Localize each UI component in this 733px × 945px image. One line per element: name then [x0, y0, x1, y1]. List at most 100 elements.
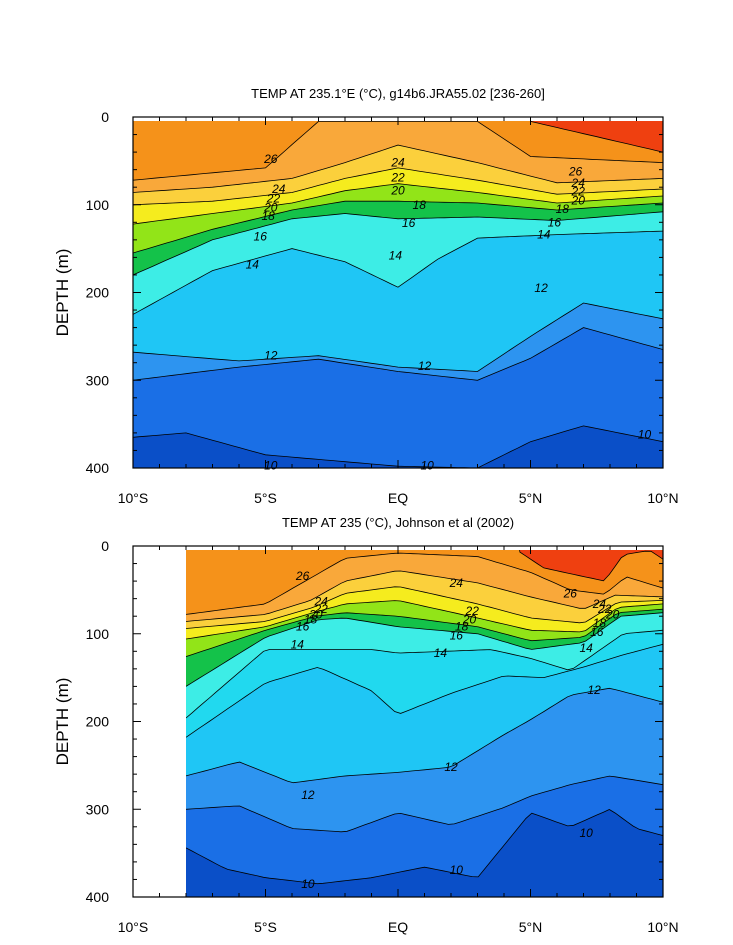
isotherm-16: [186, 612, 663, 687]
contour-label: 18: [413, 198, 427, 212]
contour-lines: [186, 550, 663, 885]
contour-label: 14: [537, 228, 551, 242]
contour-label: 10: [579, 826, 593, 840]
contour-label: 20: [571, 193, 586, 207]
contour-label: 16: [450, 629, 464, 643]
isotherm-11: [133, 327, 663, 381]
top-panel-title: TEMP AT 235.1°E (°C), g14b6.JRA55.02 [23…: [251, 86, 545, 101]
contour-label: 14: [434, 646, 448, 660]
x-tick-label: EQ: [388, 919, 408, 935]
contour-label: 10: [638, 428, 652, 442]
isotherm-20: [133, 183, 663, 225]
contour-label: 26: [263, 152, 278, 166]
contour-label: 26: [295, 569, 310, 583]
contour-label: 22: [266, 192, 281, 206]
x-tick-label: 5°N: [519, 919, 543, 935]
contour-fills: [186, 550, 663, 897]
contour-label: 20: [462, 613, 477, 627]
x-tick-label: 10°S: [118, 490, 149, 506]
contour-label: 14: [579, 641, 593, 655]
x-tick-label: 5°S: [254, 490, 277, 506]
isotherm-24: [186, 570, 663, 622]
contour-label: 24: [271, 182, 286, 196]
isotherm-18: [133, 200, 663, 254]
contour-label: 10: [301, 877, 315, 891]
contour-label: 14: [246, 257, 260, 271]
contour-labels: 2624222018161424222018161426242220181614…: [291, 569, 620, 891]
contour-label: 14: [389, 249, 403, 263]
y-tick-label: 200: [86, 285, 110, 301]
isotherm-27: [519, 550, 663, 582]
y-tick-label: 100: [86, 626, 110, 642]
contour-label: 24: [571, 176, 586, 190]
contour-label: 24: [449, 576, 464, 590]
contour-label: 22: [465, 604, 480, 618]
contour-label: 12: [301, 788, 315, 802]
isotherm-12: [186, 687, 663, 784]
y-axis: 0 100 200 300 400 DEPTH (m): [53, 538, 663, 905]
contour-label: 12: [418, 359, 432, 373]
x-tick-label: 10°S: [118, 919, 149, 935]
contour-label: 18: [556, 202, 570, 216]
contour-lines: [133, 121, 663, 468]
contour-label: 12: [444, 760, 458, 774]
isotherm-13: [186, 643, 663, 738]
contour-label: 16: [548, 215, 562, 229]
isotherm-14: [186, 629, 663, 719]
y-tick-label: 200: [86, 714, 110, 730]
temperature-band-27: [519, 550, 663, 581]
x-tick-label: 5°N: [519, 490, 543, 506]
isotherm-26: [186, 552, 663, 615]
contour-label: 20: [605, 607, 620, 621]
contour-label: 10: [264, 458, 278, 472]
x-tick-label: 5°S: [254, 919, 277, 935]
y-tick-label: 0: [101, 109, 109, 125]
y-tick-label: 400: [86, 889, 110, 905]
contour-label: 24: [390, 156, 405, 170]
contour-label: 10: [420, 458, 434, 472]
temperature-band-26: [133, 121, 663, 181]
y-tick-label: 400: [86, 460, 110, 476]
contour-label: 18: [455, 620, 469, 634]
contour-label: 24: [592, 597, 607, 611]
bottom-contour-panel: TEMP AT 235 (°C), Johnson et al (2002) 2…: [53, 515, 679, 935]
isotherm-27: [530, 121, 663, 153]
x-tick-label: 10°N: [647, 490, 678, 506]
contour-label: 10: [450, 863, 464, 877]
y-axis-label: DEPTH (m): [53, 678, 72, 766]
contour-label: 12: [534, 281, 548, 295]
isotherm-12: [133, 302, 663, 372]
y-axis-label: DEPTH (m): [53, 249, 72, 337]
isotherm-14: [133, 230, 663, 315]
x-tick-label: 10°N: [647, 919, 678, 935]
y-tick-label: 300: [86, 801, 110, 817]
contour-label: 22: [313, 602, 328, 616]
isotherm-10: [186, 809, 663, 885]
contour-label: 16: [296, 620, 310, 634]
isotherm-18: [186, 608, 663, 657]
contour-label: 22: [390, 171, 405, 185]
contour-label: 26: [563, 586, 578, 600]
isotherm-16: [133, 211, 663, 276]
contour-fills: [133, 121, 663, 468]
top-contour-panel: TEMP AT 235.1°E (°C), g14b6.JRA55.02 [23…: [53, 86, 679, 506]
contour-label: 12: [587, 683, 601, 697]
isotherm-20: [186, 600, 663, 640]
x-axis: 10°S 5°S EQ 5°N 10°N: [118, 546, 679, 935]
y-tick-label: 300: [86, 372, 110, 388]
contour-label: 26: [568, 164, 583, 178]
x-axis: 10°S 5°S EQ 5°N 10°N: [118, 117, 679, 506]
contour-label: 20: [263, 200, 278, 214]
contour-label: 20: [308, 607, 323, 621]
contour-label: 18: [304, 613, 318, 627]
y-tick-label: 100: [86, 197, 110, 213]
contour-label: 24: [313, 594, 328, 608]
contour-label: 14: [291, 637, 305, 651]
isotherm-11: [186, 775, 663, 833]
contour-label: 20: [390, 184, 405, 198]
contour-label: 16: [590, 625, 604, 639]
x-tick-label: EQ: [388, 490, 408, 506]
contour-labels: 2624222018161424222018161426242220181614…: [246, 152, 652, 472]
isotherm-22: [133, 167, 663, 206]
